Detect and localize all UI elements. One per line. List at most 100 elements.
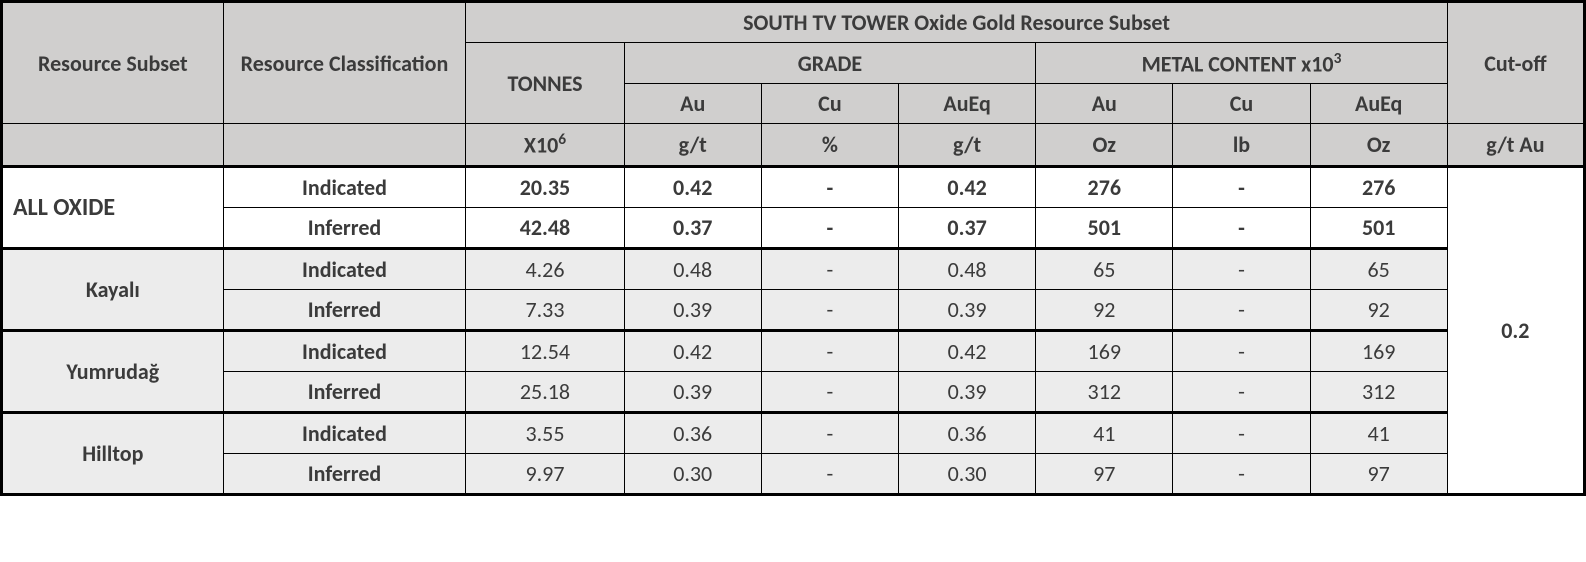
table-row: ALL OXIDE Indicated 20.35 0.42 - 0.42 27…	[2, 166, 1585, 207]
cell-tonnes: 4.26	[466, 248, 624, 289]
cell-maueq: 97	[1310, 453, 1447, 494]
cell-mau: 169	[1036, 330, 1173, 371]
cell-cu: -	[761, 207, 898, 248]
cell-class: Inferred	[223, 371, 466, 412]
cell-mau: 97	[1036, 453, 1173, 494]
cell-tonnes: 25.18	[466, 371, 624, 412]
cell-class: Indicated	[223, 330, 466, 371]
header-row-1: Resource Subset Resource Classification …	[2, 2, 1585, 43]
hdr-grade-aueq: AuEq	[899, 84, 1036, 124]
cell-aueq: 0.42	[899, 166, 1036, 207]
cell-maueq: 92	[1310, 289, 1447, 330]
hdr-metal-content: METAL CONTENT x103	[1036, 43, 1448, 84]
cell-au: 0.48	[624, 248, 761, 289]
cell-mcu: -	[1173, 371, 1310, 412]
cell-au: 0.30	[624, 453, 761, 494]
cell-mcu: -	[1173, 166, 1310, 207]
hdr-main-title: SOUTH TV TOWER Oxide Gold Resource Subse…	[466, 2, 1447, 43]
cell-mcu: -	[1173, 248, 1310, 289]
cell-cu: -	[761, 289, 898, 330]
hdr-cutoff: Cut-off	[1447, 2, 1584, 124]
table-row: Yumrudağ Indicated 12.54 0.42 - 0.42 169…	[2, 330, 1585, 371]
table-row: Inferred 9.97 0.30 - 0.30 97 - 97	[2, 453, 1585, 494]
cell-maueq: 312	[1310, 371, 1447, 412]
hdr-metal-content-text: METAL CONTENT x10	[1142, 50, 1334, 77]
subset-name: ALL OXIDE	[2, 166, 224, 248]
cell-mau: 276	[1036, 166, 1173, 207]
hdr-unit-au: g/t	[624, 124, 761, 166]
cell-class: Inferred	[223, 289, 466, 330]
hdr-blank-2	[223, 124, 466, 166]
cell-cu: -	[761, 412, 898, 453]
cell-mau: 65	[1036, 248, 1173, 289]
cell-au: 0.42	[624, 166, 761, 207]
hdr-x10-sup: 6	[558, 130, 566, 149]
cell-cu: -	[761, 166, 898, 207]
cell-tonnes: 20.35	[466, 166, 624, 207]
cell-maueq: 501	[1310, 207, 1447, 248]
cell-au: 0.39	[624, 371, 761, 412]
cell-maueq: 41	[1310, 412, 1447, 453]
cell-mau: 312	[1036, 371, 1173, 412]
subset-name: Kayalı	[2, 248, 224, 330]
cell-mcu: -	[1173, 207, 1310, 248]
table-row: Inferred 42.48 0.37 - 0.37 501 - 501	[2, 207, 1585, 248]
cell-cu: -	[761, 453, 898, 494]
cell-aueq: 0.39	[899, 289, 1036, 330]
table-row: Kayalı Indicated 4.26 0.48 - 0.48 65 - 6…	[2, 248, 1585, 289]
header-row-units: X106 g/t % g/t Oz lb Oz g/t Au	[2, 124, 1585, 166]
cell-tonnes: 42.48	[466, 207, 624, 248]
cell-tonnes: 7.33	[466, 289, 624, 330]
cell-tonnes: 12.54	[466, 330, 624, 371]
hdr-tonnes: TONNES	[466, 43, 624, 124]
hdr-x10: X10	[524, 132, 558, 159]
cutoff-value: 0.2	[1447, 166, 1584, 494]
hdr-unit-maueq: Oz	[1310, 124, 1447, 166]
subset-name: Hilltop	[2, 412, 224, 494]
cell-aueq: 0.42	[899, 330, 1036, 371]
hdr-blank-1	[2, 124, 224, 166]
cell-mcu: -	[1173, 289, 1310, 330]
cell-tonnes: 3.55	[466, 412, 624, 453]
cell-au: 0.42	[624, 330, 761, 371]
cell-au: 0.37	[624, 207, 761, 248]
subset-name: Yumrudağ	[2, 330, 224, 412]
cell-class: Indicated	[223, 412, 466, 453]
table-row: Inferred 7.33 0.39 - 0.39 92 - 92	[2, 289, 1585, 330]
hdr-unit-aueq: g/t	[899, 124, 1036, 166]
resource-table: Resource Subset Resource Classification …	[0, 0, 1586, 496]
cell-cu: -	[761, 248, 898, 289]
cell-mcu: -	[1173, 330, 1310, 371]
hdr-metal-cu: Cu	[1173, 84, 1310, 124]
cell-mau: 92	[1036, 289, 1173, 330]
cell-tonnes: 9.97	[466, 453, 624, 494]
hdr-metal-au: Au	[1036, 84, 1173, 124]
hdr-resource-classification: Resource Classification	[223, 2, 466, 124]
cell-mau: 41	[1036, 412, 1173, 453]
cell-mcu: -	[1173, 412, 1310, 453]
hdr-unit-mau: Oz	[1036, 124, 1173, 166]
hdr-unit-mcu: lb	[1173, 124, 1310, 166]
cell-cu: -	[761, 371, 898, 412]
hdr-grade: GRADE	[624, 43, 1036, 84]
hdr-unit-cutoff: g/t Au	[1447, 124, 1584, 166]
cell-aueq: 0.36	[899, 412, 1036, 453]
table-row: Inferred 25.18 0.39 - 0.39 312 - 312	[2, 371, 1585, 412]
cell-cu: -	[761, 330, 898, 371]
hdr-metal-aueq: AuEq	[1310, 84, 1447, 124]
cell-mau: 501	[1036, 207, 1173, 248]
hdr-unit-cu: %	[761, 124, 898, 166]
hdr-metal-content-sup: 3	[1334, 49, 1342, 68]
cell-maueq: 276	[1310, 166, 1447, 207]
table-row: Hilltop Indicated 3.55 0.36 - 0.36 41 - …	[2, 412, 1585, 453]
cell-class: Indicated	[223, 248, 466, 289]
cell-aueq: 0.48	[899, 248, 1036, 289]
hdr-unit-tonnes: X106	[466, 124, 624, 166]
cell-mcu: -	[1173, 453, 1310, 494]
hdr-grade-au: Au	[624, 84, 761, 124]
cell-maueq: 65	[1310, 248, 1447, 289]
cell-maueq: 169	[1310, 330, 1447, 371]
cell-class: Inferred	[223, 453, 466, 494]
cell-class: Indicated	[223, 166, 466, 207]
cell-au: 0.39	[624, 289, 761, 330]
